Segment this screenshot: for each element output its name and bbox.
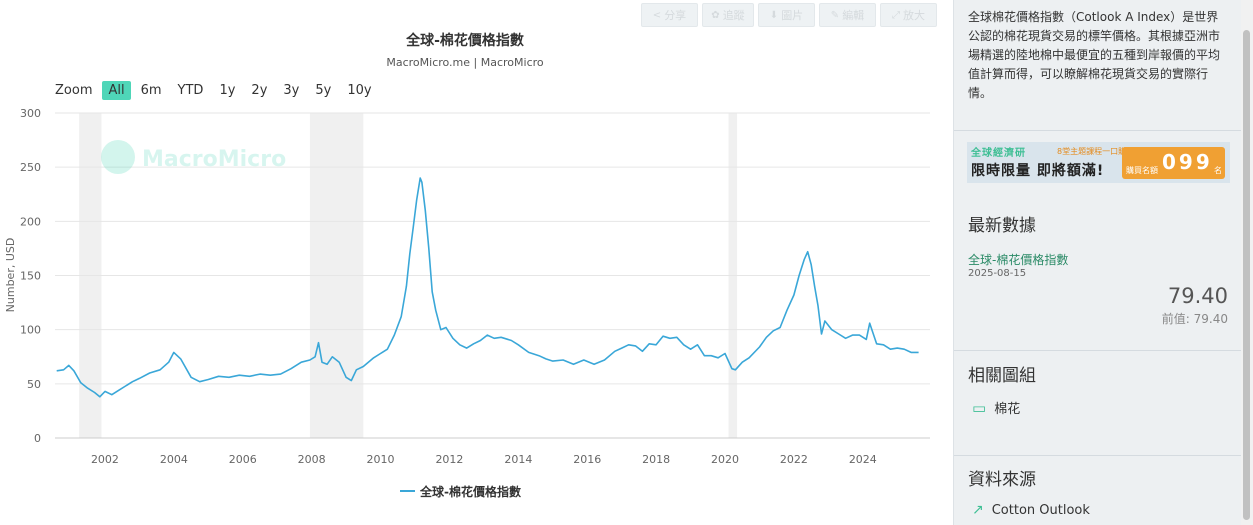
zoom-1y-button[interactable]: 1y: [219, 83, 236, 98]
y-tick-label: 100: [20, 324, 41, 337]
zoom-ytd-button[interactable]: YTD: [177, 83, 204, 98]
share-button[interactable]: < 分享: [641, 3, 698, 27]
track-label: 追蹤: [722, 9, 745, 22]
zoom-6m-button[interactable]: 6m: [140, 83, 162, 98]
banner-headline: 限時限量 即將額滿!: [971, 163, 1105, 179]
external-link-icon: ↗: [972, 502, 984, 518]
expand-label: 放大: [903, 9, 925, 22]
banner-counter-label: 購買名額: [1126, 166, 1158, 175]
x-tick-label: 2018: [642, 453, 670, 466]
y-tick-label: 0: [34, 432, 41, 445]
sidebar: [953, 0, 1242, 525]
pencil-icon: ✎: [830, 9, 840, 21]
track-button[interactable]: ✿ 追蹤: [702, 3, 754, 27]
x-tick-label: 2010: [367, 453, 395, 466]
share-icon: <: [652, 9, 662, 21]
divider: [954, 455, 1241, 456]
watermark: MacroMicro: [101, 140, 286, 174]
zoom-10y-button[interactable]: 10y: [347, 83, 372, 98]
indicator-description: 全球棉花價格指數（Cotlook A Index）是世界公認的棉花現貨交易的標竿…: [968, 10, 1221, 100]
zoom-selector: Zoom All 6m YTD 1y 2y 3y 5y 10y: [55, 81, 382, 100]
related-heading: 相關圖組: [968, 366, 1036, 386]
zoom-2y-button[interactable]: 2y: [251, 83, 268, 98]
zoom-5y-button[interactable]: 5y: [315, 83, 332, 98]
previous-value-label: 前值:: [1161, 312, 1190, 326]
gear-icon: ✿: [711, 9, 720, 21]
source-link[interactable]: ↗ Cotton Outlook: [972, 502, 1090, 518]
x-tick-label: 2024: [849, 453, 877, 466]
chart-canvas: MacroMicro 全球-棉花價格指數 MacroMicro.me | Mac…: [4, 32, 930, 499]
x-tick-label: 2012: [435, 453, 463, 466]
grid-lines: [55, 112, 930, 439]
x-tick-label: 2006: [229, 453, 257, 466]
source-link-label: Cotton Outlook: [991, 502, 1090, 518]
expand-icon: ⤢: [892, 9, 900, 21]
promo-banner[interactable]: 全球經濟研 8堂主題課程一口購 限時限量 即將額滿! 購買名額 099 名: [967, 142, 1230, 183]
edit-label: 編輯: [842, 9, 865, 22]
x-tick-label: 2020: [711, 453, 739, 466]
zoom-3y-button[interactable]: 3y: [283, 83, 300, 98]
latest-date: 2025-08-15: [968, 268, 1027, 279]
latest-series-link[interactable]: 全球-棉花價格指數: [968, 253, 1069, 267]
banner-counter-unit: 名: [1214, 166, 1222, 175]
zoom-all-button[interactable]: All: [102, 81, 131, 100]
download-label: 圖片: [781, 9, 804, 22]
download-icon: ⬇: [769, 9, 779, 21]
x-tick-label: 2004: [160, 453, 188, 466]
y-tick-label: 150: [20, 270, 41, 283]
previous-value-row: 前值: 79.40: [1130, 310, 1228, 327]
related-item[interactable]: ▭ 棉花: [972, 398, 1021, 418]
banner-subtitle: 8堂主題課程一口購: [1057, 147, 1127, 156]
banner-title: 全球經濟研: [971, 148, 1026, 159]
latest-value: 79.40: [1167, 284, 1228, 308]
edit-button[interactable]: ✎ 編輯: [819, 3, 876, 27]
banner-counter: 購買名額 099 名: [1122, 147, 1225, 179]
series-layer: [56, 177, 919, 398]
x-tick-label: 2022: [780, 453, 808, 466]
x-tick-label: 2014: [504, 453, 532, 466]
zoom-label: Zoom: [55, 83, 93, 98]
folder-icon: ▭: [972, 398, 987, 417]
divider: [954, 130, 1241, 131]
legend[interactable]: 全球-棉花價格指數: [400, 484, 521, 499]
y-tick-label: 300: [20, 107, 41, 120]
scrollbar-thumb[interactable]: [1243, 30, 1250, 520]
y-axis-label: Number, USD: [4, 238, 17, 313]
series-line: [56, 177, 919, 398]
watermark-text: MacroMicro: [142, 147, 286, 172]
chart-subtitle: MacroMicro.me | MacroMicro: [386, 56, 544, 69]
chart-title: 全球-棉花價格指數: [405, 32, 524, 49]
y-tick-label: 50: [27, 378, 41, 391]
share-label: 分享: [664, 9, 687, 22]
watermark-logo-icon: [101, 140, 135, 174]
source-heading: 資料來源: [968, 470, 1036, 490]
x-tick-label: 2002: [91, 453, 119, 466]
download-button[interactable]: ⬇ 圖片: [758, 3, 815, 27]
divider: [954, 350, 1241, 351]
chart-toolbar: < 分享 ✿ 追蹤 ⬇ 圖片 ✎ 編輯 ⤢ 放大: [641, 3, 937, 27]
expand-button[interactable]: ⤢ 放大: [880, 3, 937, 27]
y-axis-ticks: 0 50 100 150 200 250 300: [20, 107, 41, 445]
latest-heading: 最新數據: [968, 216, 1036, 236]
x-tick-label: 2008: [298, 453, 326, 466]
x-tick-label: 2016: [573, 453, 601, 466]
previous-value: 79.40: [1193, 312, 1228, 326]
banner-counter-number: 099: [1162, 150, 1213, 174]
x-axis-ticks: 2002 2004 2006 2008 2010 2012 2014 2016 2018 2020…: [91, 453, 877, 466]
y-tick-label: 250: [20, 161, 41, 174]
y-tick-label: 200: [20, 215, 41, 228]
legend-label: 全球-棉花價格指數: [419, 484, 521, 499]
related-item-label: 棉花: [994, 402, 1021, 417]
